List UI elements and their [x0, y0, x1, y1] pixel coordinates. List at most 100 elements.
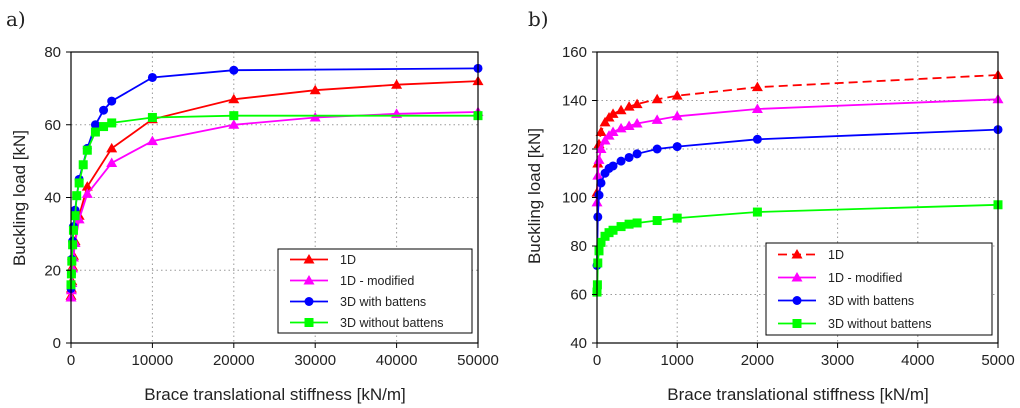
panel-a-data-point	[391, 79, 403, 89]
panel-b-legend-label: 1D	[828, 248, 844, 262]
panel-b-data-point	[652, 216, 662, 226]
panel-b-y-tick-label: 60	[570, 287, 587, 304]
panel-b-series-1d	[591, 69, 1004, 197]
panel-b-legend-swatch-marker	[792, 296, 802, 305]
panel-a-legend-swatch-marker	[303, 254, 315, 264]
panel-b-y-tick-label: 140	[562, 93, 587, 110]
panel-b-x-tick-label: 5000	[981, 352, 1014, 369]
panel-b-data-point	[593, 154, 605, 164]
panel-b-data-point	[596, 178, 606, 188]
panel-a-data-point	[70, 211, 80, 221]
panel-a-label: a)	[6, 7, 26, 31]
panel-a-data-point	[90, 127, 100, 137]
panel-b-data-point	[624, 219, 634, 229]
panel-b-y-tick-label: 40	[570, 335, 587, 352]
panel-b-data-point	[616, 156, 626, 166]
panel-b-x-tick-label: 4000	[901, 352, 934, 369]
panel-b-data-point	[608, 225, 618, 235]
chart-panel-b: b) 0 1000 2000 3000 4000 5000 40 60 80 100 120 140 1…	[525, 7, 1015, 404]
panel-a-y-tick-label: 60	[44, 117, 61, 134]
panel-a-data-point	[147, 112, 157, 122]
panel-b-data-point	[593, 212, 603, 222]
panel-b-x-tick-label: 0	[593, 352, 601, 369]
panel-a-x-tick-label: 20000	[213, 352, 255, 369]
panel-b-y-tick-label: 100	[562, 190, 587, 207]
panel-a-series-line	[70, 114, 478, 285]
panel-b-data-point	[752, 134, 762, 144]
panel-b-data-point	[632, 218, 642, 228]
panel-b-data-point	[616, 222, 626, 232]
panel-b-data-point	[623, 101, 635, 111]
panel-b-legend-swatch-marker	[791, 272, 803, 282]
panel-b-series-1d-modified	[591, 93, 1004, 207]
panel-b-legend-label: 1D - modified	[828, 271, 902, 285]
panel-a-y-tick-label: 80	[44, 44, 61, 61]
panel-a-x-tick-label: 10000	[132, 352, 174, 369]
panel-a-data-point	[309, 111, 321, 122]
panel-a-y-tick-label: 20	[44, 262, 61, 279]
panel-a-legend-label: 1D - modified	[340, 274, 414, 288]
panel-b-data-point	[651, 93, 663, 104]
panel-a-y-tick-label: 0	[53, 335, 61, 352]
panel-b-data-point	[632, 149, 642, 159]
panel-a-data-point	[68, 225, 78, 235]
panel-b-data-point	[651, 114, 663, 124]
panel-b-data-point	[599, 116, 611, 127]
panel-b-data-point	[594, 190, 604, 200]
panel-b-tick-labels: 0 1000 2000 3000 4000 5000 40 60 80 100 120 140 160	[562, 44, 1015, 369]
panel-b-series-line	[596, 74, 999, 193]
panel-a-data-point	[228, 119, 240, 129]
panel-a-legend-swatch-marker	[304, 318, 314, 327]
panel-b-label: b)	[528, 7, 549, 31]
panel-b-data-point	[608, 161, 618, 171]
panel-a-data-point	[146, 135, 158, 146]
panel-a-grid	[71, 52, 478, 343]
panel-a-series-3d-without-battens	[66, 111, 483, 290]
panel-a-data-point	[228, 93, 240, 104]
panel-b-data-point	[607, 108, 619, 118]
chart-panel-a: a) 0 10000 20000 30000 40000 50000 0 20 40 60 80 B…	[6, 7, 499, 404]
panel-a-legend-label: 3D with battens	[340, 295, 426, 309]
panel-a-x-tick-label: 40000	[376, 352, 418, 369]
panel-a-data-point	[82, 145, 92, 155]
panel-b-data-point	[615, 122, 627, 133]
panel-b-data-point	[599, 135, 611, 145]
panel-a-x-tick-label: 30000	[294, 352, 336, 369]
panel-b-data-point	[592, 170, 604, 180]
panel-a-data-point	[106, 142, 118, 153]
panel-a-data-point	[99, 122, 109, 132]
panel-a-data-point	[90, 120, 100, 130]
panel-a-data-point	[81, 188, 93, 198]
panel-b-data-point	[594, 246, 604, 256]
panel-b-data-point	[595, 143, 607, 153]
panel-b-legend-label: 3D without battens	[828, 317, 932, 331]
panel-a-y-tick-label: 40	[44, 190, 61, 207]
panel-b-data-point	[671, 110, 683, 121]
panel-b-data-point	[595, 126, 607, 137]
panel-a-data-point	[78, 160, 88, 170]
panel-b-data-point	[596, 237, 606, 247]
panel-a-y-axis-title: Buckling load [kN]	[10, 130, 29, 266]
panel-b-data-point	[671, 90, 683, 100]
panel-a-data-point	[147, 72, 157, 82]
panel-b-data-point	[672, 213, 682, 223]
panel-a-data-point	[229, 65, 239, 75]
panel-a-x-tick-label: 50000	[457, 352, 499, 369]
panel-b-y-axis-title: Buckling load [kN]	[525, 128, 544, 264]
panel-b-x-tick-label: 1000	[661, 352, 694, 369]
panel-b-y-tick-label: 80	[570, 238, 587, 255]
panel-a-data-point	[67, 256, 77, 266]
panel-b-data-point	[593, 258, 603, 268]
panel-b-y-tick-label: 120	[562, 141, 587, 158]
panel-b-legend-swatch-marker	[791, 249, 803, 259]
panel-b-data-point	[624, 152, 634, 162]
panel-b-data-point	[652, 144, 662, 154]
panel-a-data-point	[229, 111, 239, 121]
panel-a-data-point	[99, 105, 109, 115]
panel-a-data-point	[72, 191, 82, 201]
panel-b-data-point	[607, 126, 619, 137]
panel-a-data-point	[81, 181, 93, 191]
panel-b-legend-swatch-marker	[792, 319, 802, 328]
panel-a-data-point	[107, 96, 117, 106]
panel-b-data-point	[751, 81, 763, 92]
